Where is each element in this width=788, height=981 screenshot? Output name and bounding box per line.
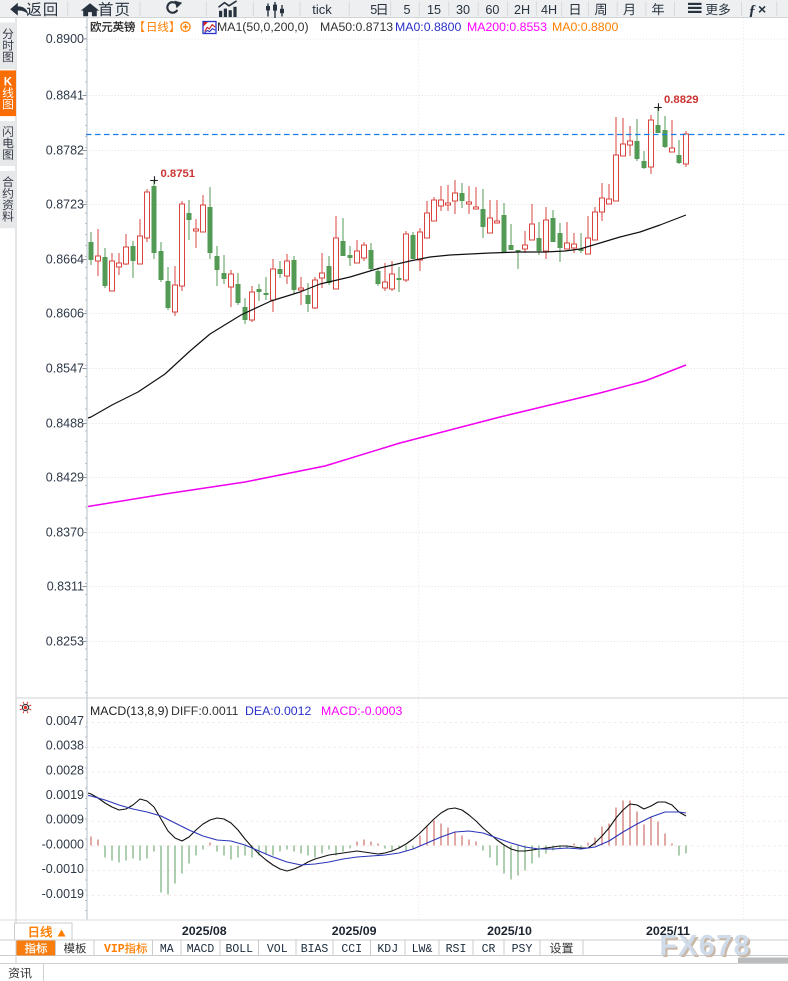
svg-text:0.8547: 0.8547 (46, 361, 84, 375)
svg-text:DEA:0.0012: DEA:0.0012 (245, 704, 311, 718)
svg-text:DIFF:0.0011: DIFF:0.0011 (171, 704, 239, 718)
svg-text:30: 30 (456, 3, 470, 17)
svg-text:5: 5 (370, 3, 377, 17)
svg-text:MA0:0.8800: MA0:0.8800 (395, 20, 461, 34)
svg-text:0.8311: 0.8311 (47, 579, 84, 593)
svg-text:BOLL: BOLL (225, 943, 253, 956)
svg-text:15: 15 (427, 3, 441, 17)
svg-text:VIP: VIP (104, 943, 125, 956)
svg-text:0.8782: 0.8782 (46, 143, 84, 157)
svg-text:K: K (4, 77, 13, 89)
svg-text:2H: 2H (514, 3, 530, 17)
svg-text:0.8841: 0.8841 (46, 88, 84, 102)
svg-text:0.8829: 0.8829 (664, 94, 699, 106)
svg-text:0.0038: 0.0038 (46, 739, 84, 753)
svg-text:0.8606: 0.8606 (46, 306, 84, 320)
svg-text:×: × (758, 1, 766, 17)
svg-text:VOL: VOL (267, 943, 288, 956)
svg-text:0.8370: 0.8370 (46, 525, 84, 539)
svg-text:MA50:0.8713: MA50:0.8713 (320, 20, 393, 34)
svg-text:MA0:0.8800: MA0:0.8800 (552, 20, 618, 34)
svg-text:tick: tick (312, 2, 332, 17)
svg-text:LW&: LW& (412, 943, 433, 956)
svg-text:2025/09: 2025/09 (332, 924, 377, 938)
svg-text:BIAS: BIAS (301, 943, 329, 956)
svg-text:MA: MA (160, 943, 174, 956)
svg-text:CCI: CCI (341, 943, 362, 956)
svg-text:0.0009: 0.0009 (46, 813, 84, 827)
svg-text:ƒ: ƒ (749, 3, 757, 19)
svg-text:PSY: PSY (512, 943, 533, 956)
svg-text:MACD:-0.0003: MACD:-0.0003 (321, 704, 402, 718)
svg-text:0.0028: 0.0028 (46, 763, 84, 777)
svg-text:-0.0010: -0.0010 (42, 862, 84, 876)
svg-text:0.8664: 0.8664 (46, 252, 84, 266)
svg-text:4H: 4H (541, 3, 557, 17)
svg-text:MA1(50,0,200,0): MA1(50,0,200,0) (217, 20, 309, 34)
svg-text:RSI: RSI (446, 943, 467, 956)
svg-text:0.8253: 0.8253 (46, 634, 84, 648)
svg-text:FX678: FX678 (660, 930, 751, 962)
svg-text:0.0047: 0.0047 (46, 714, 84, 728)
svg-text:0.8751: 0.8751 (161, 168, 196, 180)
svg-text:KDJ: KDJ (377, 943, 398, 956)
svg-text:FX678: FX678 (662, 932, 753, 964)
svg-text:MACD(13,8,9): MACD(13,8,9) (90, 704, 169, 718)
svg-text:0.8900: 0.8900 (46, 32, 84, 46)
svg-text:0.8429: 0.8429 (46, 470, 84, 484)
svg-text:2025/10: 2025/10 (487, 924, 532, 938)
svg-text:0.8723: 0.8723 (46, 197, 84, 211)
svg-text:2025/11: 2025/11 (646, 924, 690, 938)
svg-text:5: 5 (403, 3, 410, 17)
svg-text:-0.0019: -0.0019 (42, 887, 84, 901)
svg-text:0.8488: 0.8488 (46, 416, 84, 430)
svg-text:-0.0000: -0.0000 (42, 837, 84, 851)
svg-text:CR: CR (482, 943, 496, 956)
svg-text:0.0019: 0.0019 (46, 788, 84, 802)
svg-text:2025/08: 2025/08 (182, 924, 227, 938)
svg-text:60: 60 (485, 3, 499, 17)
svg-text:MA200:0.8553: MA200:0.8553 (467, 20, 547, 34)
svg-text:MACD: MACD (187, 943, 215, 956)
